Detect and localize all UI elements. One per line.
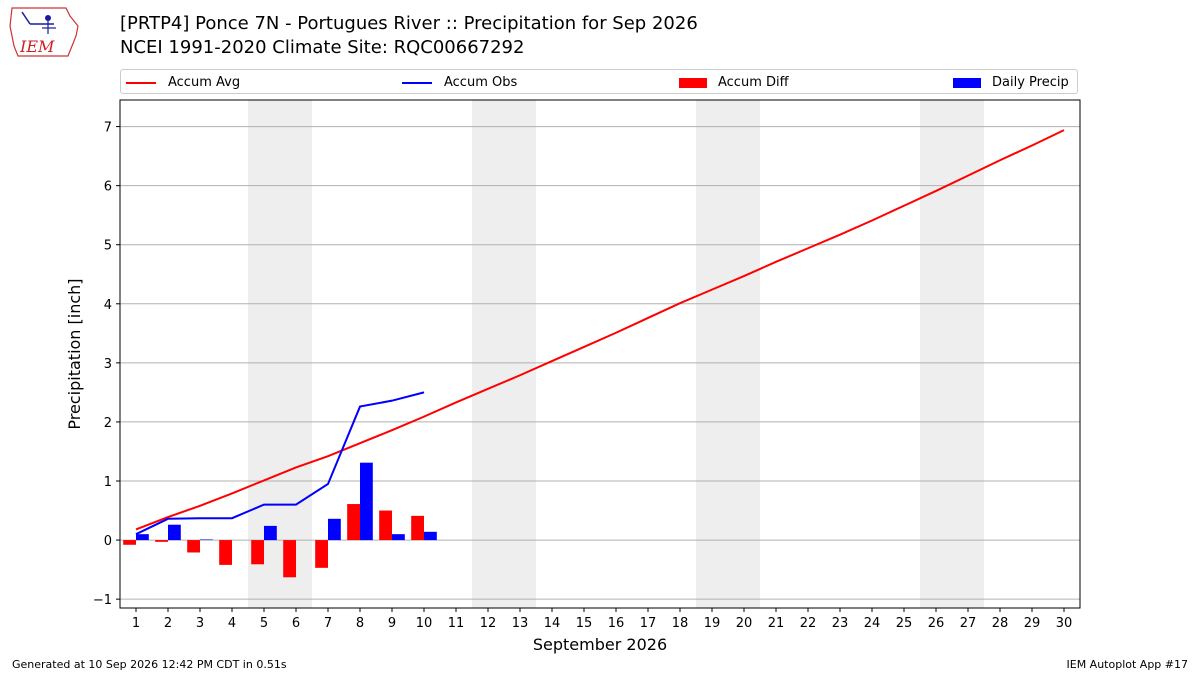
accum-avg-line bbox=[135, 129, 1065, 531]
footer-app-text: IEM Autoplot App #17 bbox=[1066, 658, 1189, 671]
weekend-band bbox=[248, 100, 312, 608]
legend-label-daily-precip: Daily Precip bbox=[992, 75, 1069, 90]
x-tick-label: 22 bbox=[800, 616, 817, 631]
x-tick-label: 24 bbox=[864, 616, 881, 631]
weekend-band bbox=[696, 100, 760, 608]
legend-label-accum-diff: Accum Diff bbox=[718, 75, 789, 90]
x-axis-label: September 2026 bbox=[533, 635, 667, 654]
x-tick-label: 2 bbox=[164, 616, 172, 631]
daily-precip-bar bbox=[136, 534, 149, 541]
daily-precip-bar bbox=[328, 518, 341, 541]
accum-diff-bar bbox=[219, 540, 232, 565]
x-tick-label: 5 bbox=[260, 616, 268, 631]
x-tick-label: 7 bbox=[324, 616, 332, 631]
legend-item-accum-avg: Accum Avg bbox=[126, 70, 240, 95]
y-tick-label: 3 bbox=[104, 357, 112, 372]
iem-logo: IEM bbox=[9, 7, 79, 57]
footer-generated-text: Generated at 10 Sep 2026 12:42 PM CDT in… bbox=[12, 658, 287, 671]
x-tick-label: 20 bbox=[736, 616, 753, 631]
daily-precip-bar bbox=[200, 539, 213, 541]
accum-diff-bar bbox=[347, 504, 360, 541]
x-tick-label: 6 bbox=[292, 616, 300, 631]
x-tick-label: 17 bbox=[640, 616, 657, 631]
accum-diff-bar bbox=[411, 515, 424, 541]
x-tick-label: 8 bbox=[356, 616, 364, 631]
x-tick-label: 29 bbox=[1024, 616, 1041, 631]
accum-obs-line bbox=[135, 391, 425, 536]
accum-diff-bar bbox=[379, 510, 392, 541]
y-tick-label: 6 bbox=[104, 180, 112, 195]
legend-item-accum-obs: Accum Obs bbox=[402, 70, 517, 95]
x-tick-label: 30 bbox=[1056, 616, 1073, 631]
x-tick-label: 10 bbox=[416, 616, 433, 631]
y-axis-label: Precipitation [inch] bbox=[65, 278, 84, 429]
x-tick-label: 21 bbox=[768, 616, 785, 631]
x-tick-label: 3 bbox=[196, 616, 204, 631]
x-tick-label: 16 bbox=[608, 616, 625, 631]
accum-diff-bar bbox=[187, 540, 200, 553]
legend-swatch-daily-precip bbox=[953, 77, 981, 88]
y-tick-label: 5 bbox=[104, 239, 112, 254]
y-tick-label: −1 bbox=[93, 593, 112, 608]
y-tick-label: 4 bbox=[104, 298, 112, 313]
x-tick-label: 15 bbox=[576, 616, 593, 631]
daily-precip-bar bbox=[360, 462, 373, 541]
daily-precip-bar bbox=[168, 524, 181, 541]
x-tick-label: 23 bbox=[832, 616, 849, 631]
y-tick-label: 0 bbox=[104, 534, 112, 549]
daily-precip-bar bbox=[424, 531, 437, 541]
x-tick-label: 13 bbox=[512, 616, 529, 631]
legend-swatch-accum-obs bbox=[402, 81, 432, 84]
daily-precip-bar bbox=[392, 534, 405, 541]
x-tick-label: 4 bbox=[228, 616, 236, 631]
x-tick-label: 25 bbox=[896, 616, 913, 631]
x-tick-label: 12 bbox=[480, 616, 497, 631]
chart-subtitle: NCEI 1991-2020 Climate Site: RQC00667292 bbox=[120, 37, 525, 58]
legend-item-accum-diff: Accum Diff bbox=[679, 70, 789, 95]
x-tick-label: 11 bbox=[448, 616, 465, 631]
legend-swatch-accum-avg bbox=[126, 81, 156, 84]
x-tick-label: 18 bbox=[672, 616, 689, 631]
logo-text: IEM bbox=[19, 37, 55, 56]
accum-diff-bar bbox=[123, 540, 136, 545]
x-tick-label: 9 bbox=[388, 616, 396, 631]
x-tick-label: 26 bbox=[928, 616, 945, 631]
accum-diff-bar bbox=[155, 540, 168, 542]
legend-label-accum-avg: Accum Avg bbox=[168, 75, 241, 90]
accum-diff-bar bbox=[315, 540, 328, 568]
weekend-band bbox=[920, 100, 984, 608]
legend-item-daily-precip: Daily Precip bbox=[953, 70, 1069, 95]
x-tick-label: 1 bbox=[132, 616, 140, 631]
legend-label-accum-obs: Accum Obs bbox=[444, 75, 518, 90]
daily-precip-bar bbox=[264, 525, 277, 541]
x-tick-label: 14 bbox=[544, 616, 561, 631]
x-tick-label: 19 bbox=[704, 616, 721, 631]
accum-diff-bar bbox=[251, 540, 264, 565]
plot-frame bbox=[119, 99, 1081, 609]
x-tick-label: 27 bbox=[960, 616, 977, 631]
weekend-band bbox=[472, 100, 536, 608]
y-tick-label: 2 bbox=[104, 416, 112, 431]
chart-title: [PRTP4] Ponce 7N - Portugues River :: Pr… bbox=[120, 13, 698, 34]
x-tick-label: 28 bbox=[992, 616, 1009, 631]
legend-swatch-accum-diff bbox=[679, 77, 707, 88]
y-tick-label: 1 bbox=[104, 475, 112, 490]
accum-diff-bar bbox=[283, 540, 296, 578]
legend: Accum Avg Accum Obs Accum Diff Daily Pre… bbox=[120, 69, 1078, 94]
y-tick-label: 7 bbox=[104, 121, 112, 136]
